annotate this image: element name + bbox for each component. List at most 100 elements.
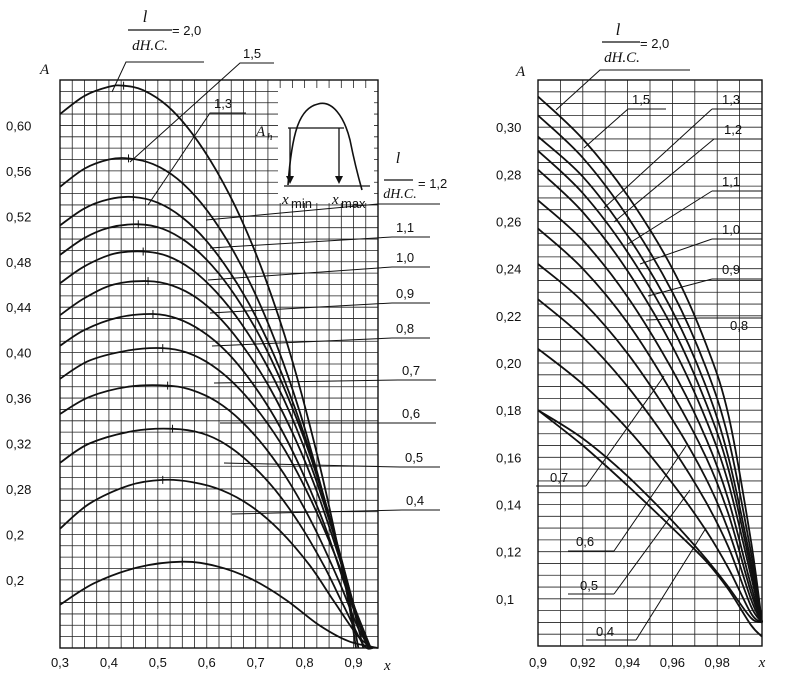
left-series-label: 0,4 [406, 493, 424, 508]
right-series-leader [627, 190, 762, 245]
right-x-tick-label: 0,96 [660, 655, 685, 670]
right-y-tick-label: 0,16 [496, 450, 521, 465]
left-inset-xmin-arrow [286, 176, 294, 184]
left-inset-xmin-sub: min [291, 196, 312, 211]
right-x-tick-label: 0,9 [529, 655, 547, 670]
left-series-leader [211, 337, 430, 347]
left-ratio2-numerator: l [396, 150, 401, 167]
right-series-leader [568, 489, 691, 595]
right-ratio-denominator: dН.С. [604, 50, 640, 66]
right-series-label: 1,5 [632, 92, 650, 107]
left-curve-0-4 [59, 560, 379, 649]
left-ratio-value: = 2,0 [172, 23, 201, 38]
left-curve-2-0 [59, 84, 357, 649]
left-plot-frame [59, 79, 379, 649]
right-series-label: 0,8 [730, 318, 748, 333]
right-chart: 0,30 0,28 0,26 0,24 0,22 0,20 0,18 0,16 0,14 0,12… [496, 20, 766, 671]
left-x-tick-label: 0,4 [100, 655, 118, 670]
right-y-tick-label: 0,20 [496, 356, 521, 371]
left-series-label: 0,8 [396, 321, 414, 336]
right-y-tick-label: 0,24 [496, 262, 521, 277]
right-y-tick-label: 0,26 [496, 215, 521, 230]
right-curve-0-7 [537, 298, 763, 623]
right-series-label: 0,5 [580, 578, 598, 593]
left-inset-xmin-label: x [281, 192, 289, 208]
right-x-tick-label: 0,98 [705, 655, 730, 670]
right-curve-1-2 [537, 150, 763, 623]
left-series-leader [209, 302, 430, 314]
right-y-tick-label: 0,28 [496, 167, 521, 182]
right-y-tick-label: 0,18 [496, 403, 521, 418]
left-series-label: 1,1 [396, 220, 414, 235]
right-y-tick-label: 0,12 [496, 545, 521, 560]
right-curve-0-9 [537, 227, 763, 623]
left-ratio-numerator: l [143, 7, 148, 26]
left-y-axis-label: A [39, 62, 50, 78]
left-x-tick-label: 0,5 [149, 655, 167, 670]
right-y-tick-label: 0,22 [496, 309, 521, 324]
left-y-tick-label: 0,52 [6, 209, 31, 224]
right-curve-0-6 [537, 348, 763, 624]
left-series-leader [231, 509, 440, 515]
left-curve-0-9 [59, 313, 370, 649]
right-plot-frame [537, 79, 763, 647]
left-series-label: 0,9 [396, 286, 414, 301]
right-series-label: 1,2 [724, 122, 742, 137]
left-series-leader [213, 379, 436, 384]
right-y-axis-label: A [515, 64, 526, 80]
left-series-label: 0,6 [402, 406, 420, 421]
left-curve-1-5 [59, 157, 360, 649]
left-inset-ah-label: A [255, 124, 266, 140]
right-x-tick-label: x [758, 655, 766, 671]
right-series-leader [645, 317, 762, 321]
right-series-label: 0,4 [596, 624, 614, 639]
right-series-label: 0,6 [576, 534, 594, 549]
right-curve-1-5 [537, 114, 763, 623]
right-curve-0-4 [537, 409, 763, 638]
left-series-label: 1,0 [396, 250, 414, 265]
left-curve-0-6 [59, 427, 374, 650]
left-series-leader [207, 266, 430, 281]
right-series-label: 0,7 [550, 470, 568, 485]
right-ratio-numerator: l [616, 20, 621, 39]
left-series-leader [223, 462, 440, 468]
right-curve-0-8 [537, 263, 763, 623]
right-y-tick-label: 0,14 [496, 498, 521, 513]
left-ratio2-leader [205, 203, 440, 221]
right-series-leader [647, 278, 762, 297]
right-ratio-leader [555, 69, 690, 111]
right-series-label: 1,3 [722, 92, 740, 107]
left-curve-0-5 [59, 478, 374, 649]
left-y-tick-label: 0,60 [6, 118, 31, 133]
left-y-tick-label: 0,36 [6, 391, 31, 406]
right-x-tick-label: 0,94 [615, 655, 640, 670]
left-curve-1-1 [59, 250, 372, 649]
left-series-leader [147, 112, 246, 206]
left-y-tick-label: 0,48 [6, 255, 31, 270]
left-series-label: 0,7 [402, 363, 420, 378]
left-ratio-denominator: dН.С. [132, 38, 168, 54]
left-curve-0-8 [59, 347, 372, 649]
right-series-leader [639, 238, 762, 265]
right-curve-0-5 [537, 409, 763, 624]
left-inset-background [278, 88, 374, 203]
right-series-leader [568, 445, 687, 552]
right-x-tick-label: 0,92 [570, 655, 595, 670]
left-x-tick-label: 0,7 [247, 655, 265, 670]
left-ratio2-value: = 1,2 [418, 176, 447, 191]
left-series-label: 1,5 [243, 46, 261, 61]
left-y-tick-label: 0,2 [6, 527, 24, 542]
left-x-tick-label: 0,9 [344, 655, 362, 670]
left-y-tick-label: 0,2 [6, 573, 24, 588]
right-series-leader [613, 138, 762, 223]
left-ratio2-denominator: dН.С. [383, 187, 416, 202]
right-ratio-value: = 2,0 [640, 36, 669, 51]
right-curve-1-0 [537, 199, 763, 623]
left-ratio-leader [111, 61, 204, 93]
right-series-leader [583, 108, 666, 149]
left-x-tick-label: 0,3 [51, 655, 69, 670]
left-x-tick-label: 0,6 [198, 655, 216, 670]
left-inset-curve [287, 102, 363, 191]
